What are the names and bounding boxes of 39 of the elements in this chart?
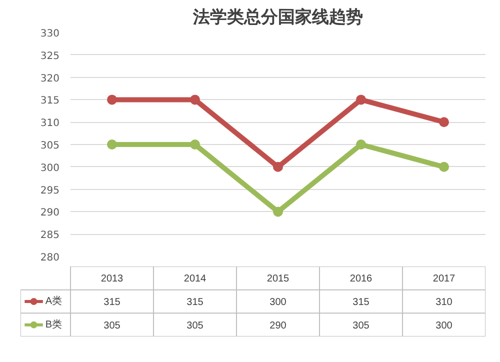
- data-label: 315: [352, 297, 370, 308]
- x-tick-label: 2017: [432, 274, 456, 285]
- y-tick-label: 330: [40, 28, 60, 40]
- y-tick-label: 300: [40, 162, 60, 174]
- point: [439, 162, 449, 172]
- point: [273, 162, 283, 172]
- data-label: 305: [186, 320, 204, 332]
- point: [107, 140, 117, 150]
- point: [439, 117, 449, 128]
- data-label: 300: [436, 320, 453, 332]
- legend-label: A类: [45, 295, 62, 307]
- y-tick-label: 315: [40, 96, 60, 107]
- chart-title: 法学类总分国家线趋势: [192, 8, 363, 28]
- legend-label: B类: [45, 318, 62, 330]
- data-label: 305: [104, 320, 121, 332]
- point: [190, 94, 200, 105]
- data-label: 300: [270, 297, 287, 308]
- data-label: 315: [186, 297, 204, 308]
- point: [107, 94, 117, 105]
- y-tick-label: 295: [40, 185, 60, 196]
- x-tick-label: 2014: [184, 274, 207, 285]
- y-tick-label: 290: [40, 208, 60, 219]
- y-tick-label: 305: [40, 140, 60, 152]
- y-tick-label: 325: [40, 50, 60, 62]
- data-label: 305: [352, 320, 370, 332]
- point: [356, 140, 366, 150]
- data-label: 310: [436, 297, 453, 308]
- y-tick-label: 310: [40, 118, 60, 130]
- y-tick-label: 320: [40, 73, 60, 84]
- x-tick-label: 2013: [100, 274, 124, 285]
- point: [190, 140, 200, 150]
- data-label: 315: [104, 297, 121, 308]
- x-tick-label: 2015: [266, 274, 290, 285]
- y-tick-label: 285: [40, 230, 60, 242]
- point: [356, 94, 366, 105]
- y-tick-label: 280: [40, 252, 60, 264]
- point: [273, 206, 283, 217]
- data-label: 290: [270, 320, 287, 332]
- x-tick-label: 2016: [350, 274, 373, 285]
